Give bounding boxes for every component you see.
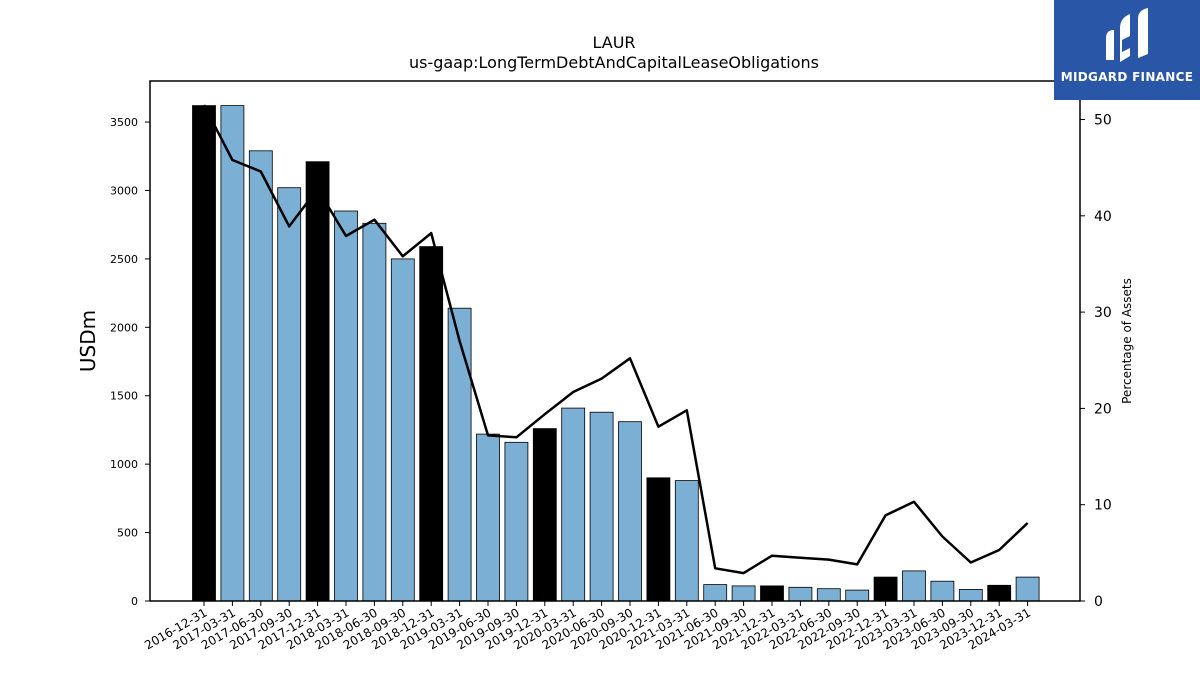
bar-2020-12-31 xyxy=(646,477,671,602)
y-axis-ticks: 0 500 1000 1500 2000 2500 3000 3500 xyxy=(110,116,150,608)
bar-2023-09-30 xyxy=(958,589,983,602)
y-tick-label: 0 xyxy=(131,595,138,608)
bar-2021-06-30 xyxy=(703,584,728,602)
y2-tick-label: 0 xyxy=(1094,594,1103,610)
chart-title: LAUR xyxy=(592,33,635,52)
bar-2019-06-30 xyxy=(476,433,500,602)
bar-2020-06-30 xyxy=(589,411,614,602)
chart-subtitle: us-gaap:LongTermDebtAndCapitalLeaseOblig… xyxy=(409,53,819,72)
bar-2023-12-31 xyxy=(987,584,1012,602)
y-axis-label: USDm xyxy=(76,310,100,372)
bar-group xyxy=(192,105,1040,602)
y-tick-label: 2500 xyxy=(110,253,138,266)
bar-2022-06-30 xyxy=(816,588,841,602)
y2-tick-label: 10 xyxy=(1094,498,1112,514)
y-tick-label: 2000 xyxy=(110,321,138,334)
bar-2018-03-31 xyxy=(334,210,358,602)
bar-2016-12-31 xyxy=(192,105,216,602)
bar-2021-09-30 xyxy=(731,585,756,602)
bar-2018-12-31 xyxy=(419,246,444,602)
y-tick-label: 500 xyxy=(117,527,138,540)
y2-axis-label: Percentage of Assets xyxy=(1120,278,1134,404)
y2-tick-label: 50 xyxy=(1094,113,1112,129)
line-layer xyxy=(202,104,1029,575)
bar-2021-03-31 xyxy=(674,480,699,602)
bar-2017-09-30 xyxy=(277,187,302,602)
bar-2017-12-31 xyxy=(305,161,330,602)
y-tick-label: 3500 xyxy=(110,116,138,129)
bar-2019-12-31 xyxy=(532,428,557,602)
y2-tick-label: 20 xyxy=(1094,401,1112,417)
bar-2020-09-30 xyxy=(618,421,642,602)
bar-2017-03-31 xyxy=(220,105,245,602)
y2-axis-ticks: 0 10 20 30 40 50 xyxy=(1080,113,1112,610)
bar-2018-06-30 xyxy=(362,222,387,602)
y-tick-label: 1000 xyxy=(110,458,138,471)
bar-2017-06-30 xyxy=(248,150,273,602)
logo-mark-icon xyxy=(1106,8,1148,62)
bar-2018-09-30 xyxy=(390,258,415,602)
bar-2023-03-31 xyxy=(902,570,926,602)
bar-2019-09-30 xyxy=(504,441,529,602)
bar-2023-06-30 xyxy=(930,580,955,602)
y-tick-label: 1500 xyxy=(110,390,138,403)
bar-2022-09-30 xyxy=(845,589,870,602)
bar-2022-12-31 xyxy=(873,576,898,602)
x-axis-ticks: 2016-12-312017-03-312017-06-302017-09-30… xyxy=(142,601,1033,652)
bar-2020-03-31 xyxy=(561,407,586,602)
y2-tick-label: 30 xyxy=(1094,305,1112,321)
bar-2024-03-31 xyxy=(1015,576,1040,602)
midgard-finance-logo: MIDGARD FINANCE xyxy=(1054,0,1200,100)
y2-tick-label: 40 xyxy=(1094,209,1112,225)
bar-2022-03-31 xyxy=(788,586,813,602)
bar-2021-12-31 xyxy=(760,585,784,602)
pct-assets-line xyxy=(202,104,1029,575)
bar-2019-03-31 xyxy=(447,307,472,602)
plot-frame xyxy=(149,80,1081,602)
logo-text: MIDGARD FINANCE xyxy=(1060,70,1194,84)
y-tick-label: 3000 xyxy=(110,184,138,197)
